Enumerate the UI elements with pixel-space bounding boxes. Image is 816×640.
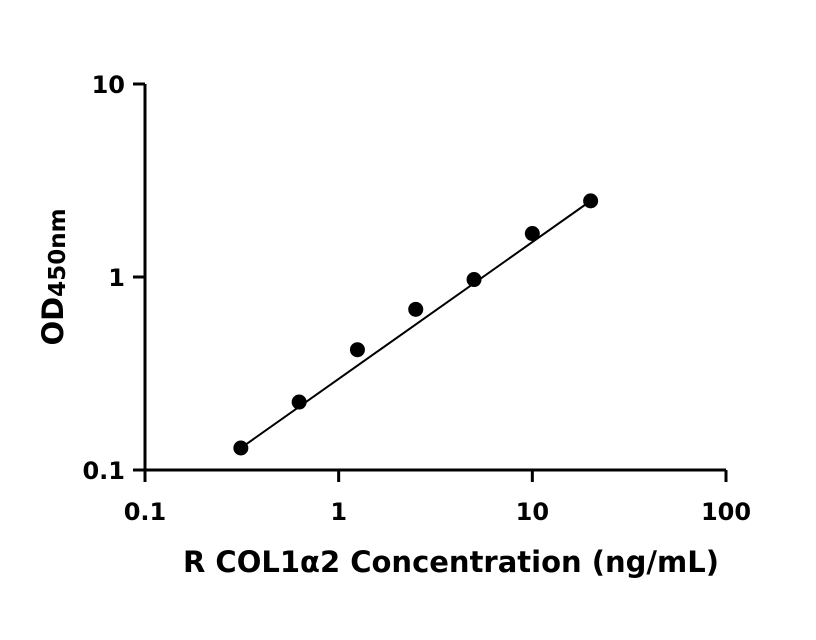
x-tick-label-3: 100: [701, 498, 751, 526]
data-point-0-6: [583, 193, 599, 209]
data-point-0-4: [466, 272, 482, 288]
x-tick-label-1: 1: [330, 498, 347, 526]
y-tick-label-2: 10: [92, 71, 125, 99]
x-tick-label-0: 0.1: [124, 498, 167, 526]
y-tick-label-1: 1: [108, 264, 125, 292]
x-ticks: 0.1 1 10 100: [124, 470, 751, 526]
data-point-0-5: [524, 226, 540, 242]
points-layer: [233, 193, 599, 456]
data-point-0-2: [349, 342, 365, 358]
x-axis-title: R COL1α2 Concentration (ng/mL): [183, 545, 719, 579]
y-axis-title: OD450nm: [36, 208, 71, 345]
x-tick-label-2: 10: [516, 498, 549, 526]
data-point-0-0: [233, 440, 249, 456]
y-axis-title-subscript: 450nm: [45, 208, 71, 296]
y-axis-title-main: OD: [36, 297, 70, 346]
data-point-0-1: [291, 394, 307, 410]
y-ticks: 0.1 1 10: [82, 71, 145, 485]
data-point-0-3: [408, 301, 424, 317]
axes: [143, 84, 726, 472]
y-tick-label-0: 0.1: [82, 457, 125, 485]
